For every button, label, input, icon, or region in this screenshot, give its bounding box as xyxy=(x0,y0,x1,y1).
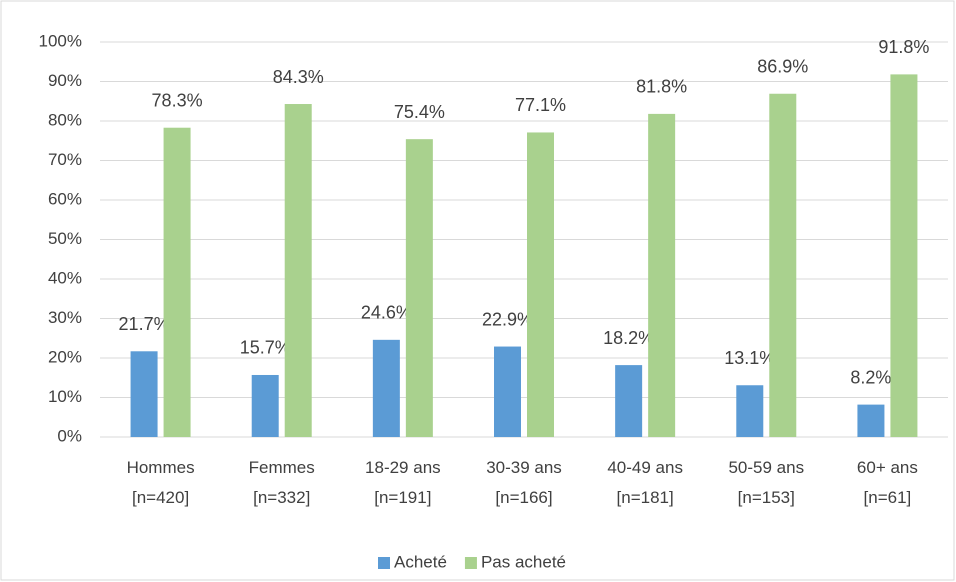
bar xyxy=(527,132,554,437)
y-tick-label: 50% xyxy=(48,229,82,248)
bar xyxy=(494,346,521,437)
y-tick-label: 60% xyxy=(48,189,82,208)
y-tick-label: 0% xyxy=(57,426,82,445)
bar xyxy=(251,374,279,437)
x-tick-label: Hommes [n=420] xyxy=(127,458,195,507)
data-label: 18.2% xyxy=(603,328,654,348)
data-label: 15.7% xyxy=(240,338,291,358)
x-tick-label: 18-29 ans [n=191] xyxy=(365,458,441,507)
data-label: 84.3% xyxy=(273,67,324,87)
x-tick-label: 50-59 ans [n=153] xyxy=(728,458,804,507)
data-label: 75.4% xyxy=(394,102,445,122)
data-label: 21.7% xyxy=(119,314,170,334)
x-tick-label: 40-49 ans [n=181] xyxy=(607,458,683,507)
y-tick-label: 10% xyxy=(48,387,82,406)
legend-swatch xyxy=(378,557,390,569)
bar xyxy=(736,385,764,437)
y-tick-label: 70% xyxy=(48,150,82,169)
bar xyxy=(857,404,885,437)
data-label: 78.3% xyxy=(152,90,203,110)
y-tick-label: 30% xyxy=(48,308,82,327)
bar xyxy=(130,351,158,437)
bar xyxy=(163,127,191,437)
data-label: 24.6% xyxy=(361,303,412,323)
y-tick-label: 90% xyxy=(48,71,82,90)
data-label: 86.9% xyxy=(757,56,808,76)
bar xyxy=(769,93,797,438)
data-label: 8.2% xyxy=(850,367,891,387)
data-label: 13.1% xyxy=(724,348,775,368)
y-tick-label: 100% xyxy=(39,31,82,50)
bar xyxy=(648,113,676,437)
bar xyxy=(372,339,400,437)
bar xyxy=(615,365,643,437)
legend-label: Pas acheté xyxy=(481,552,566,571)
y-tick-label: 40% xyxy=(48,268,82,287)
y-tick-label: 20% xyxy=(48,347,82,366)
x-tick-label: Femmes [n=332] xyxy=(249,458,315,507)
legend-label: Acheté xyxy=(394,552,447,571)
x-tick-label: 60+ ans [n=61] xyxy=(857,458,918,507)
legend-swatch xyxy=(464,557,477,569)
data-label: 81.8% xyxy=(636,77,687,97)
data-label: 77.1% xyxy=(515,95,566,115)
y-tick-label: 80% xyxy=(48,110,82,129)
x-tick-label: 30-39 ans [n=166] xyxy=(486,458,562,507)
data-label: 22.9% xyxy=(482,309,533,329)
data-label: 91.8% xyxy=(878,37,929,57)
bar xyxy=(405,139,433,438)
bar xyxy=(890,74,918,437)
bar xyxy=(284,104,312,437)
